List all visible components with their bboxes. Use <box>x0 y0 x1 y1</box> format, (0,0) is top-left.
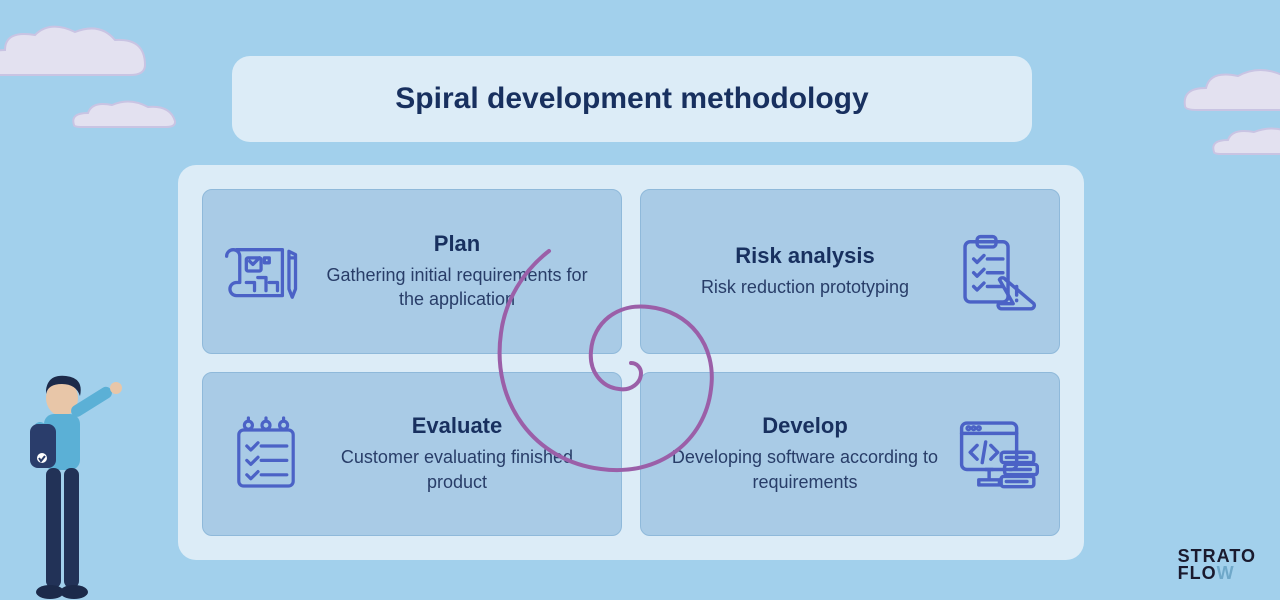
blueprint-icon <box>221 230 311 312</box>
cloud-1 <box>0 20 150 80</box>
quadrant-container: Plan Gathering initial requirements for … <box>178 165 1084 560</box>
checklist-icon <box>221 414 311 494</box>
quadrant-develop: Develop Developing software according to… <box>640 372 1060 537</box>
quad-body: Risk reduction prototyping <box>665 275 945 299</box>
quadrant-risk-analysis: Risk analysis Risk reduction prototyping <box>640 189 1060 354</box>
quadrant-plan: Plan Gathering initial requirements for … <box>202 189 622 354</box>
cloud-2 <box>70 95 180 131</box>
logo-line2: FLOW <box>1178 565 1256 582</box>
quad-body: Gathering initial requirements for the a… <box>317 263 597 312</box>
quadrant-grid: Plan Gathering initial requirements for … <box>202 189 1060 536</box>
quad-title: Plan <box>317 231 597 257</box>
code-monitor-icon <box>951 411 1041 497</box>
cloud-3 <box>1180 60 1280 115</box>
quad-title: Risk analysis <box>665 243 945 269</box>
quad-title: Develop <box>665 413 945 439</box>
quad-body: Customer evaluating finished product <box>317 445 597 494</box>
quad-title: Evaluate <box>317 413 597 439</box>
quad-body: Developing software according to require… <box>665 445 945 494</box>
quadrant-evaluate: Evaluate Customer evaluating finished pr… <box>202 372 622 537</box>
cloud-4 <box>1210 120 1280 160</box>
title-card: Spiral development methodology <box>232 56 1032 142</box>
stratoflow-logo: STRATO FLOW <box>1178 548 1256 582</box>
clipboard-alert-icon <box>951 228 1041 314</box>
person-illustration <box>0 370 140 600</box>
page-title: Spiral development methodology <box>395 82 868 116</box>
